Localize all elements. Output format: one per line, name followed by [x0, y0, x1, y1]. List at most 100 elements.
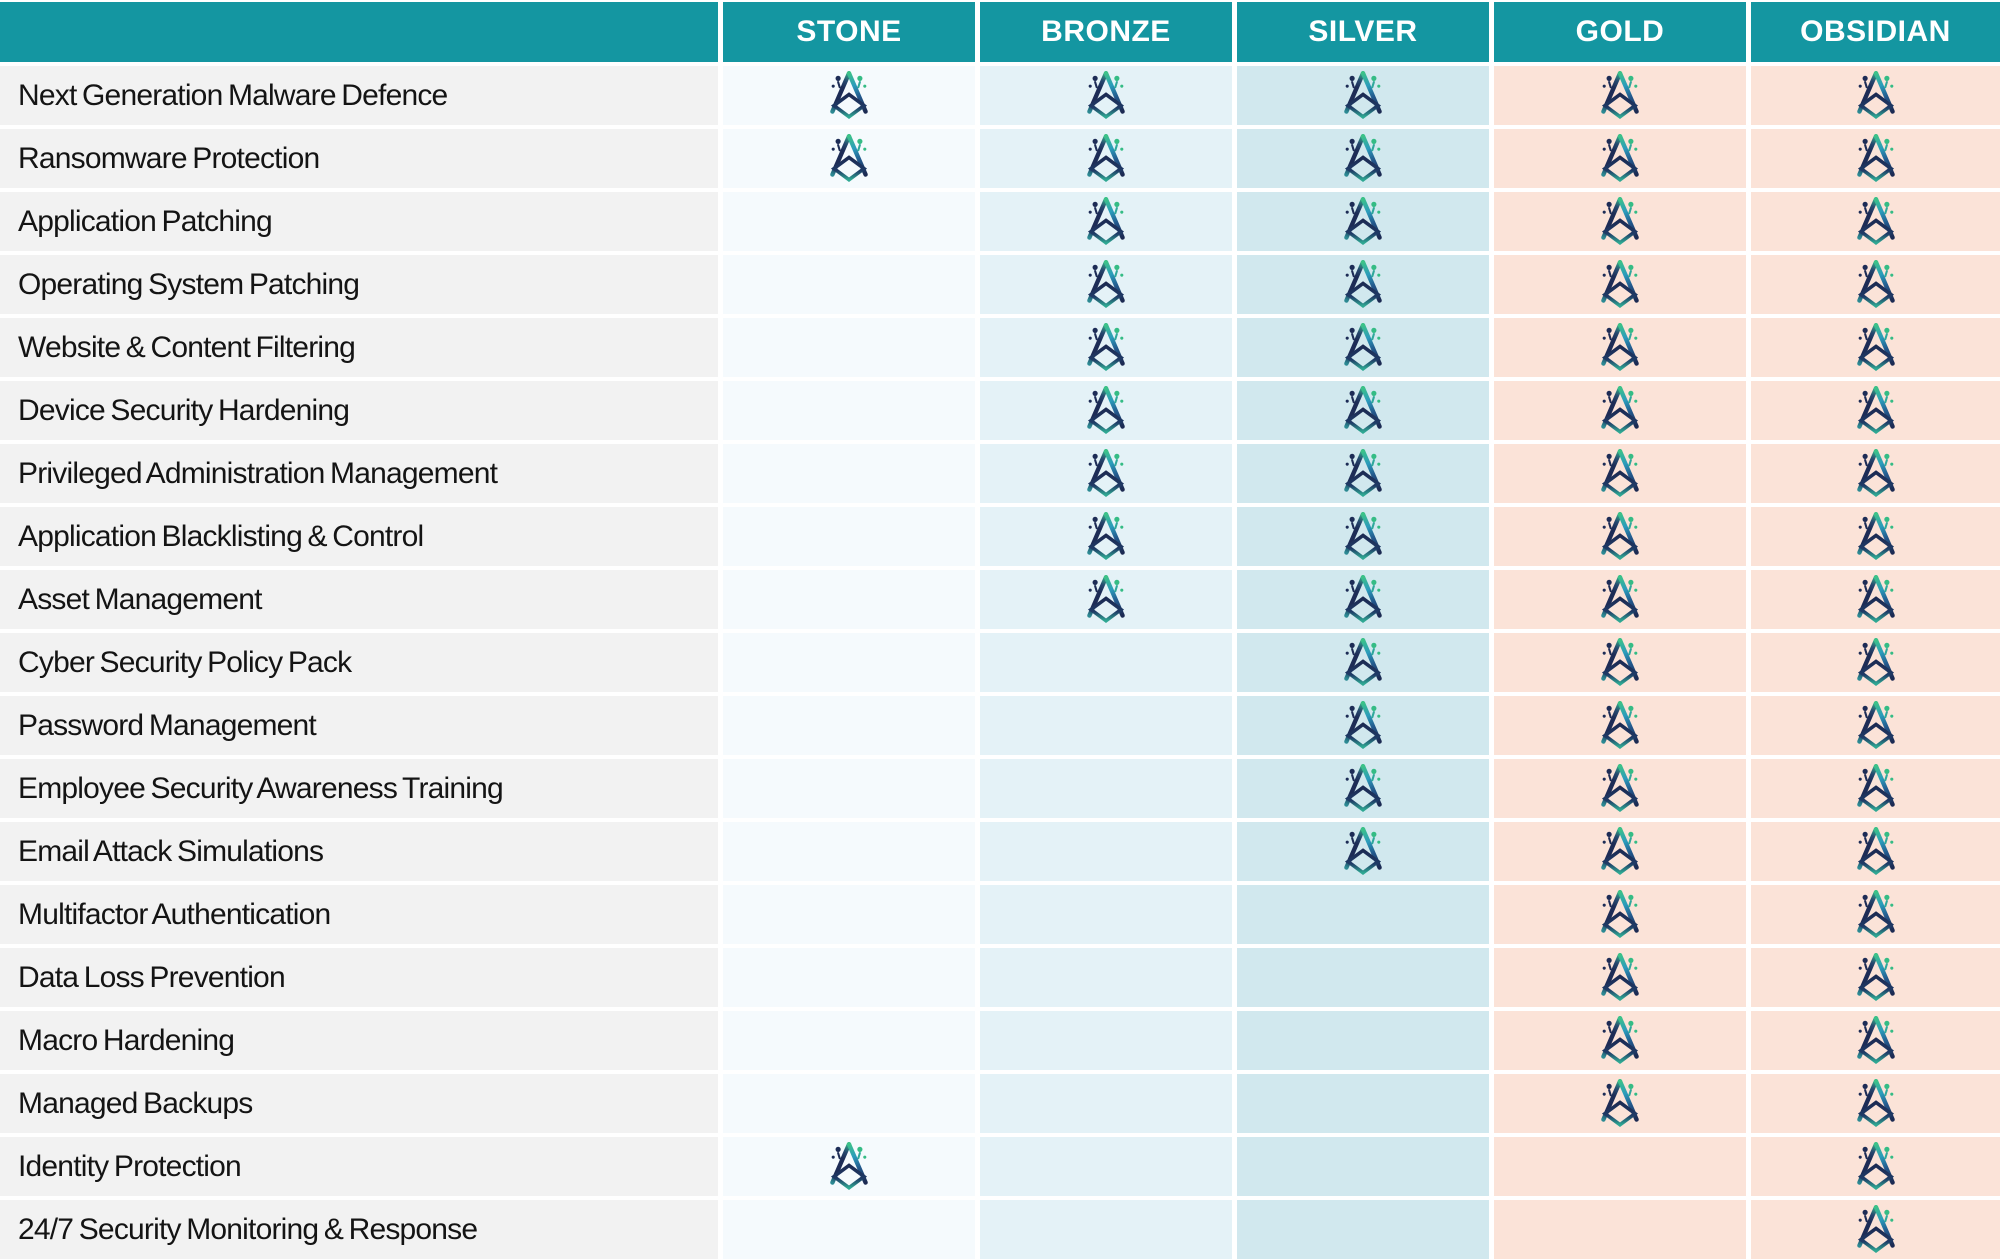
triangle-a-logo-icon [1850, 760, 1902, 818]
triangle-a-logo-icon [1337, 508, 1389, 566]
cell-obsidian [1751, 444, 2000, 503]
triangle-a-logo-icon [1337, 760, 1389, 818]
cell-silver [1237, 1074, 1489, 1133]
cell-gold [1494, 1074, 1746, 1133]
cell-gold [1494, 1200, 1746, 1259]
feature-label: Managed Backups [18, 1086, 253, 1120]
cell-silver [1237, 759, 1489, 818]
cell-obsidian [1751, 633, 2000, 692]
cell-stone [723, 318, 975, 377]
feature-label-cell: Cyber Security Policy Pack [0, 633, 718, 692]
triangle-a-logo-icon [1594, 1075, 1646, 1133]
cell-gold [1494, 507, 1746, 566]
triangle-a-logo-icon [1850, 634, 1902, 692]
triangle-a-logo-icon [1850, 886, 1902, 944]
cell-obsidian [1751, 381, 2000, 440]
cell-bronze [980, 255, 1232, 314]
cell-bronze [980, 1137, 1232, 1196]
cell-stone [723, 1074, 975, 1133]
cell-gold [1494, 696, 1746, 755]
cell-stone [723, 1200, 975, 1259]
cell-gold [1494, 822, 1746, 881]
cell-silver [1237, 822, 1489, 881]
cell-bronze [980, 1074, 1232, 1133]
triangle-a-logo-icon [1594, 823, 1646, 881]
feature-label: Device Security Hardening [18, 393, 350, 427]
cell-obsidian [1751, 1137, 2000, 1196]
feature-label-cell: Macro Hardening [0, 1011, 718, 1070]
feature-label: Application Blacklisting & Control [18, 519, 424, 553]
triangle-a-logo-icon [1594, 886, 1646, 944]
cell-stone [723, 1011, 975, 1070]
cell-stone [723, 570, 975, 629]
feature-label: Macro Hardening [18, 1023, 235, 1057]
cell-obsidian [1751, 255, 2000, 314]
feature-label: Application Patching [18, 204, 273, 238]
triangle-a-logo-icon [1850, 67, 1902, 125]
cell-silver [1237, 570, 1489, 629]
cell-silver [1237, 444, 1489, 503]
triangle-a-logo-icon [1594, 949, 1646, 1007]
header-tier-bronze-label: BRONZE [1041, 15, 1171, 48]
feature-label-cell: Device Security Hardening [0, 381, 718, 440]
triangle-a-logo-icon [1594, 256, 1646, 314]
cell-stone [723, 444, 975, 503]
cell-stone [723, 633, 975, 692]
triangle-a-logo-icon [1594, 382, 1646, 440]
feature-label-cell: Employee Security Awareness Training [0, 759, 718, 818]
triangle-a-logo-icon [1850, 1075, 1902, 1133]
cell-stone [723, 507, 975, 566]
cell-obsidian [1751, 1011, 2000, 1070]
triangle-a-logo-icon [1850, 130, 1902, 188]
cell-silver [1237, 633, 1489, 692]
header-tier-gold-label: GOLD [1575, 15, 1665, 48]
cell-stone [723, 66, 975, 125]
cell-bronze [980, 444, 1232, 503]
triangle-a-logo-icon [1594, 1012, 1646, 1070]
triangle-a-logo-icon [1080, 130, 1132, 188]
triangle-a-logo-icon [1594, 67, 1646, 125]
header-tier-gold: GOLD [1494, 2, 1746, 62]
cell-bronze [980, 1011, 1232, 1070]
feature-label: Ransomware Protection [18, 141, 320, 175]
feature-label-cell: Operating System Patching [0, 255, 718, 314]
cell-obsidian [1751, 822, 2000, 881]
triangle-a-logo-icon [1337, 193, 1389, 251]
cell-stone [723, 759, 975, 818]
feature-label: Privileged Administration Management [18, 456, 498, 490]
cell-obsidian [1751, 696, 2000, 755]
cell-obsidian [1751, 318, 2000, 377]
triangle-a-logo-icon [1337, 634, 1389, 692]
feature-label-cell: Email Attack Simulations [0, 822, 718, 881]
cell-obsidian [1751, 129, 2000, 188]
header-tier-silver-label: SILVER [1308, 15, 1418, 48]
cell-stone [723, 948, 975, 1007]
triangle-a-logo-icon [1850, 949, 1902, 1007]
triangle-a-logo-icon [1594, 193, 1646, 251]
feature-label: Cyber Security Policy Pack [18, 645, 352, 679]
cell-silver [1237, 381, 1489, 440]
feature-label: 24/7 Security Monitoring & Response [18, 1212, 478, 1246]
cell-bronze [980, 129, 1232, 188]
feature-label: Identity Protection [18, 1149, 242, 1183]
triangle-a-logo-icon [1080, 319, 1132, 377]
triangle-a-logo-icon [1594, 445, 1646, 503]
triangle-a-logo-icon [1594, 130, 1646, 188]
cell-bronze [980, 633, 1232, 692]
cell-obsidian [1751, 1200, 2000, 1259]
cell-obsidian [1751, 948, 2000, 1007]
cell-gold [1494, 381, 1746, 440]
cell-bronze [980, 318, 1232, 377]
feature-label-cell: Application Patching [0, 192, 718, 251]
cell-silver [1237, 192, 1489, 251]
cell-bronze [980, 192, 1232, 251]
triangle-a-logo-icon [1080, 508, 1132, 566]
triangle-a-logo-icon [1080, 382, 1132, 440]
feature-label: Next Generation Malware Defence [18, 78, 448, 112]
triangle-a-logo-icon [1850, 1138, 1902, 1196]
triangle-a-logo-icon [1850, 571, 1902, 629]
triangle-a-logo-icon [1337, 823, 1389, 881]
feature-label: Multifactor Authentication [18, 897, 331, 931]
feature-label-cell: Password Management [0, 696, 718, 755]
